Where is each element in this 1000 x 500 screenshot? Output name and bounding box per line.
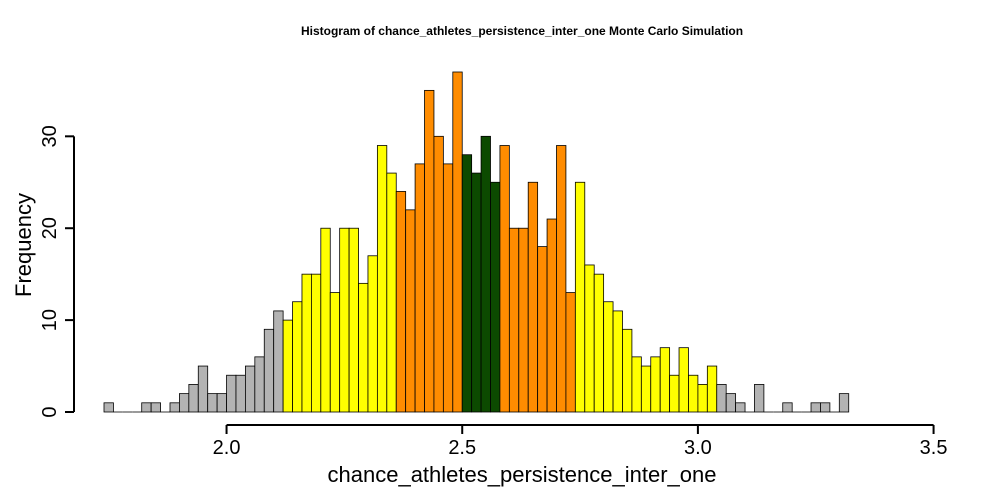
histogram-bar — [480, 135, 491, 413]
histogram-bar — [433, 135, 444, 413]
histogram-bar — [226, 374, 237, 413]
histogram-bar — [810, 402, 821, 413]
histogram-bar — [339, 227, 350, 413]
histogram-bar — [376, 145, 388, 413]
histogram-bar — [537, 246, 548, 413]
bars-group — [103, 71, 850, 413]
histogram-bar — [329, 292, 341, 413]
y-tick-label: 20 — [39, 217, 61, 239]
histogram-bar — [716, 384, 727, 413]
histogram-bar — [301, 273, 312, 413]
histogram-bar — [688, 374, 699, 413]
histogram-bar — [490, 181, 501, 413]
histogram-bar — [471, 172, 482, 413]
histogram-bar — [103, 402, 114, 413]
histogram-bar — [386, 172, 397, 413]
histogram-bar — [593, 273, 605, 413]
histogram-bar — [697, 384, 708, 413]
histogram-bar — [838, 393, 850, 413]
histogram-bar — [640, 365, 652, 413]
histogram-bar — [282, 319, 293, 413]
histogram-bar — [367, 255, 378, 413]
histogram-bar — [273, 310, 284, 413]
histogram-bar — [424, 89, 435, 413]
histogram-bar — [358, 282, 369, 413]
x-tick-label: 2.0 — [213, 437, 241, 459]
y-axis: 0 10 20 30 — [39, 125, 75, 418]
histogram-bar — [556, 145, 567, 413]
histogram-bar — [348, 227, 359, 413]
x-axis: 2.0 2.5 3.0 3.5 — [213, 424, 948, 459]
y-tick-label: 10 — [39, 309, 61, 331]
histogram-bar — [678, 347, 689, 413]
histogram-bar — [499, 145, 510, 413]
histogram-bar — [292, 301, 303, 413]
histogram-bar — [442, 163, 454, 413]
histogram-bar — [150, 402, 161, 413]
histogram-bar — [527, 181, 539, 413]
histogram-bar — [320, 227, 331, 413]
histogram-bar — [659, 347, 671, 413]
histogram-bar — [169, 402, 180, 413]
histogram-bar — [565, 292, 576, 413]
x-tick-label: 3.0 — [684, 437, 712, 459]
histogram-bar — [546, 218, 557, 413]
y-tick-label: 0 — [39, 406, 61, 417]
histogram-bar — [706, 365, 718, 413]
histogram-bar — [188, 384, 199, 413]
histogram-bar — [235, 374, 246, 413]
histogram-bar — [244, 365, 256, 413]
histogram-bar — [263, 328, 275, 413]
histogram-bar — [405, 209, 416, 413]
histogram-bar — [574, 181, 586, 413]
histogram-bar — [754, 384, 765, 413]
histogram-bar — [216, 393, 227, 413]
histogram-bar — [669, 374, 680, 413]
histogram-bar — [414, 163, 425, 413]
histogram-bar — [197, 365, 209, 413]
histogram-bar — [612, 310, 623, 413]
histogram-bar — [631, 356, 642, 413]
y-tick-label: 30 — [39, 125, 61, 147]
histogram-bar — [782, 402, 793, 413]
histogram-bar — [254, 356, 265, 413]
histogram-bar — [584, 264, 595, 413]
histogram-bar — [310, 273, 322, 413]
x-axis-label: chance_athletes_persistence_inter_one — [328, 462, 717, 487]
histogram-bar — [508, 227, 520, 413]
chart-title: Histogram of chance_athletes_persistence… — [301, 24, 743, 38]
histogram-bar — [207, 393, 218, 413]
histogram-bar — [735, 402, 746, 413]
histogram-bar — [725, 393, 737, 413]
x-tick-label: 2.5 — [448, 437, 476, 459]
histogram-bar — [820, 402, 831, 413]
histogram-bar — [650, 356, 661, 413]
histogram-bar — [603, 301, 614, 413]
histogram-bar — [622, 328, 633, 413]
histogram-bar — [452, 71, 463, 413]
histogram-bar — [141, 402, 152, 413]
histogram-bar — [179, 393, 190, 413]
histogram-bar — [518, 227, 529, 413]
x-tick-label: 3.5 — [920, 437, 948, 459]
histogram-bar — [395, 191, 407, 413]
y-axis-label: Frequency — [11, 193, 36, 297]
histogram-bar — [461, 154, 473, 413]
